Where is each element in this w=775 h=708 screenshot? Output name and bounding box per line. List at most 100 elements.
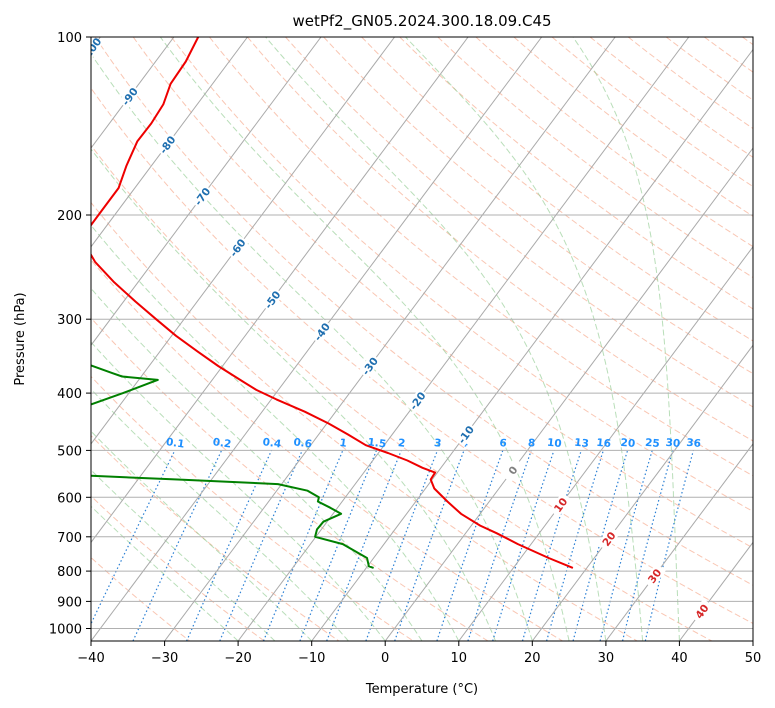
isotherm-label-bg: [155, 132, 179, 158]
dry-adiabat: [551, 37, 753, 188]
isotherm-label-bg: [118, 83, 141, 109]
dry-adiabat: [589, 37, 753, 158]
mixing-ratio-label: 30: [665, 437, 681, 450]
isotherm-label-bg: [310, 319, 334, 345]
moist-adiabat: [91, 148, 497, 641]
mixing-ratio-label: 2: [397, 437, 406, 450]
moist-adiabat: [91, 341, 386, 641]
x-tick-label: 40: [671, 651, 688, 666]
mixing-ratio-label: 1.5: [367, 436, 387, 450]
x-tick-label: 0: [381, 651, 389, 666]
mixing-ratio-label: 20: [620, 437, 636, 450]
mixing-ratio-label: 8: [527, 437, 536, 450]
mixing-ratio-line: [186, 450, 273, 641]
dry-adiabat: [437, 37, 753, 279]
moist-adiabat: [572, 37, 680, 641]
moist-adiabat: [91, 388, 349, 641]
mixing-ratio-label: 1: [339, 437, 348, 450]
mixing-ratio-line: [467, 450, 532, 641]
isotherm: [91, 37, 322, 347]
dewpoint-line: [91, 364, 374, 569]
y-axis: 100 200 300 400 500 600 700 800 900 1000: [49, 31, 91, 638]
isotherm-label-bg: [501, 457, 525, 483]
isotherm: [384, 147, 753, 641]
y-tick-label: 100: [57, 31, 82, 46]
y-tick-label: 300: [57, 313, 82, 328]
plot-area: 0.10.20.40.611.52346810131620253036-100-…: [91, 37, 753, 641]
mixing-ratio-line: [599, 450, 653, 641]
y-tick-label: 500: [57, 444, 82, 459]
mixing-ratio-label: 0.6: [293, 436, 313, 450]
isotherm-label-bg: [643, 563, 666, 589]
x-tick-label: 20: [524, 651, 541, 666]
y-tick-label: 200: [57, 209, 82, 224]
mixing-ratio-label: 0.1: [165, 436, 185, 451]
moist-adiabat: [265, 37, 607, 641]
mixing-ratio-label: 0.2: [212, 436, 232, 450]
isotherm: [458, 245, 753, 641]
x-axis: −40 −30 −20 −10 0 10 20 30 40 50: [77, 641, 761, 666]
isotherm: [91, 37, 396, 445]
mixing-ratio-label: 0.4: [262, 436, 282, 450]
isotherm: [164, 37, 616, 641]
plot-frame: [90, 36, 754, 642]
moist-adiabat: [91, 469, 276, 641]
mixing-ratio-line: [326, 450, 402, 641]
isotherm: [91, 37, 175, 149]
moist-adiabat: [91, 224, 460, 641]
isotherm-label-bg: [190, 183, 214, 209]
isotherm: [311, 48, 753, 641]
dry-adiabat: [361, 37, 753, 342]
mixing-ratio-line: [622, 450, 674, 641]
x-tick-label: 10: [451, 651, 468, 666]
line-labels: 0.10.20.40.611.52346810131620253036-100-…: [91, 37, 714, 624]
mixing-ratio-label: 6: [499, 437, 508, 450]
dry-adiabat: [170, 37, 753, 513]
mixing-ratio-line: [219, 450, 303, 641]
isotherm: [605, 443, 753, 641]
y-tick-label: 1000: [49, 623, 82, 638]
x-tick-label: −10: [298, 651, 325, 666]
dry-adiabat: [132, 37, 753, 549]
isotherm-label-bg: [358, 353, 382, 379]
mixing-ratio-line: [436, 450, 504, 641]
temperature-line: [91, 37, 574, 569]
mixing-ratio-label: 16: [596, 437, 612, 450]
isotherm-label-bg: [260, 287, 284, 313]
mixing-ratio-label: 13: [574, 437, 590, 450]
y-axis-label: Pressure (hPa): [13, 292, 28, 385]
dry-adiabat: [475, 37, 753, 248]
y-tick-label: 400: [57, 387, 82, 402]
x-tick-label: −20: [224, 651, 251, 666]
y-tick-label: 600: [57, 491, 82, 506]
isotherm-label-bg: [406, 388, 429, 414]
x-tick-label: 30: [598, 651, 615, 666]
x-tick-label: −40: [77, 651, 104, 666]
mixing-ratio-line: [299, 450, 378, 641]
profile-series: [91, 37, 574, 569]
moist-adiabats: [91, 37, 680, 641]
mixing-ratio-line: [365, 450, 438, 641]
isotherm-label-bg: [454, 422, 478, 447]
y-tick-label: 900: [57, 595, 82, 610]
isotherm-label-bg: [549, 492, 572, 518]
mixing-ratio-label: 36: [686, 437, 702, 450]
isotherm: [91, 37, 469, 544]
dry-adiabat: [91, 144, 713, 641]
dry-adiabat: [94, 37, 753, 586]
dry-adiabat: [285, 37, 753, 408]
isotherm: [237, 37, 690, 641]
mixing-ratio-label: 3: [433, 437, 442, 450]
dry-adiabat: [247, 37, 753, 442]
isotherm-label-bg: [597, 526, 621, 552]
mixing-ratio-line: [262, 450, 344, 641]
mixing-ratio-line: [572, 450, 629, 641]
moist-adiabat: [405, 37, 644, 641]
y-tick-label: 700: [57, 531, 82, 546]
dry-adiabat: [323, 37, 753, 375]
mixing-ratio-line: [521, 450, 582, 641]
isotherm-label-bg: [91, 37, 103, 62]
pressure-gridlines: [91, 37, 753, 629]
